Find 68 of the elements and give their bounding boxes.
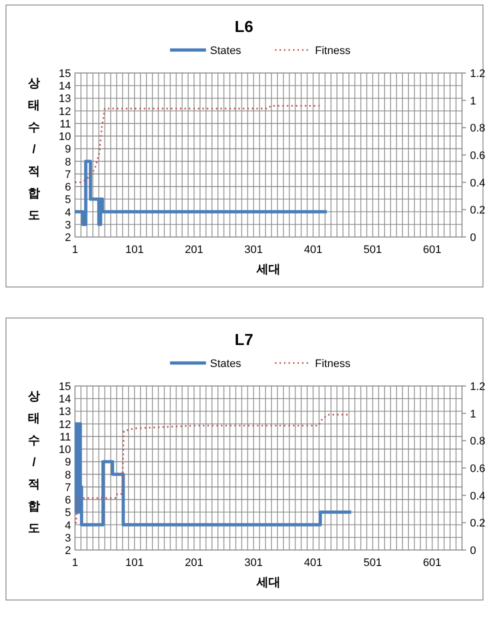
y-tick-label: 14 [58, 80, 71, 93]
x-tick-label: 101 [125, 557, 144, 569]
y2-tick-label: 0.2 [470, 518, 486, 530]
x-tick-label: 101 [125, 244, 144, 256]
y2-tick-label: 1.2 [470, 381, 486, 393]
x-tick-label: 501 [364, 557, 382, 569]
y-tick-label: 6 [64, 494, 71, 507]
y-tick-label: 12 [58, 418, 71, 431]
y-tick-label: 2 [64, 232, 71, 244]
x-tick-label: 201 [184, 244, 204, 256]
y-tick-label: 4 [64, 520, 71, 532]
x-tick-label: 301 [244, 557, 263, 569]
x-tick-label: 601 [423, 244, 442, 256]
y-tick-label: 15 [58, 68, 71, 80]
y-tick-label: 10 [58, 131, 71, 144]
y2-tick-label: 0.4 [470, 177, 486, 190]
x-axis-title: 세대 [256, 262, 280, 276]
y2-tick-label: 0.8 [470, 436, 486, 448]
y-tick-label: 2 [64, 545, 71, 557]
y2-tick-label: 1.2 [470, 68, 486, 80]
y-tick-label: 5 [64, 507, 71, 520]
y2-tick-label: 0 [470, 545, 476, 557]
y-tick-label: 15 [58, 381, 71, 393]
y2-tick-label: 0.8 [470, 122, 486, 135]
y-tick-label: 11 [60, 431, 71, 444]
y2-tick-label: 1 [470, 408, 476, 420]
y-tick-label: 12 [58, 106, 71, 118]
y-tick-label: 9 [64, 144, 71, 156]
x-axis-title: 세대 [256, 575, 280, 589]
x-tick-label: 1 [72, 557, 78, 569]
y-tick-label: 3 [64, 532, 71, 544]
y-tick-label: 14 [58, 394, 71, 406]
y-tick-label: 6 [64, 182, 71, 194]
y2-tick-label: 1 [470, 95, 476, 108]
legend-label: Fitness [315, 45, 351, 57]
y2-tick-label: 0.6 [470, 463, 486, 475]
y-tick-label: 5 [64, 194, 71, 206]
y2-tick-label: 0.4 [470, 490, 486, 502]
x-tick-label: 601 [423, 557, 442, 569]
x-tick-label: 501 [364, 244, 382, 256]
y-tick-label: 9 [64, 456, 71, 469]
y-tick-label: 4 [64, 206, 71, 219]
x-tick-label: 401 [304, 557, 322, 569]
x-tick-label: 301 [244, 244, 263, 256]
y-tick-label: 11 [60, 118, 71, 130]
y-axis-title: 상태수/적합도 [27, 389, 40, 535]
chart-title: L6 [234, 19, 254, 36]
y2-tick-label: 0 [470, 232, 476, 244]
x-tick-label: 1 [72, 244, 78, 256]
legend-label: States [210, 45, 242, 57]
y2-tick-label: 0.2 [470, 204, 486, 217]
y-tick-label: 8 [64, 469, 71, 482]
y-tick-label: 8 [64, 156, 71, 168]
x-tick-label: 201 [184, 557, 204, 569]
y-axis-title: 상태수/적합도 [27, 76, 40, 222]
x-tick-label: 401 [304, 244, 322, 256]
y-tick-label: 7 [64, 482, 71, 494]
line-series [74, 105, 320, 184]
y-tick-label: 3 [64, 219, 71, 232]
y-tick-label: 13 [58, 93, 71, 106]
legend-label: States [210, 358, 242, 370]
y-tick-label: 13 [58, 406, 71, 418]
legend-label: Fitness [315, 358, 351, 370]
chart-title: L7 [234, 332, 254, 349]
y-tick-label: 10 [58, 444, 71, 456]
y2-tick-label: 0.6 [470, 150, 486, 162]
y-tick-label: 7 [64, 168, 71, 181]
line-series [73, 160, 328, 226]
